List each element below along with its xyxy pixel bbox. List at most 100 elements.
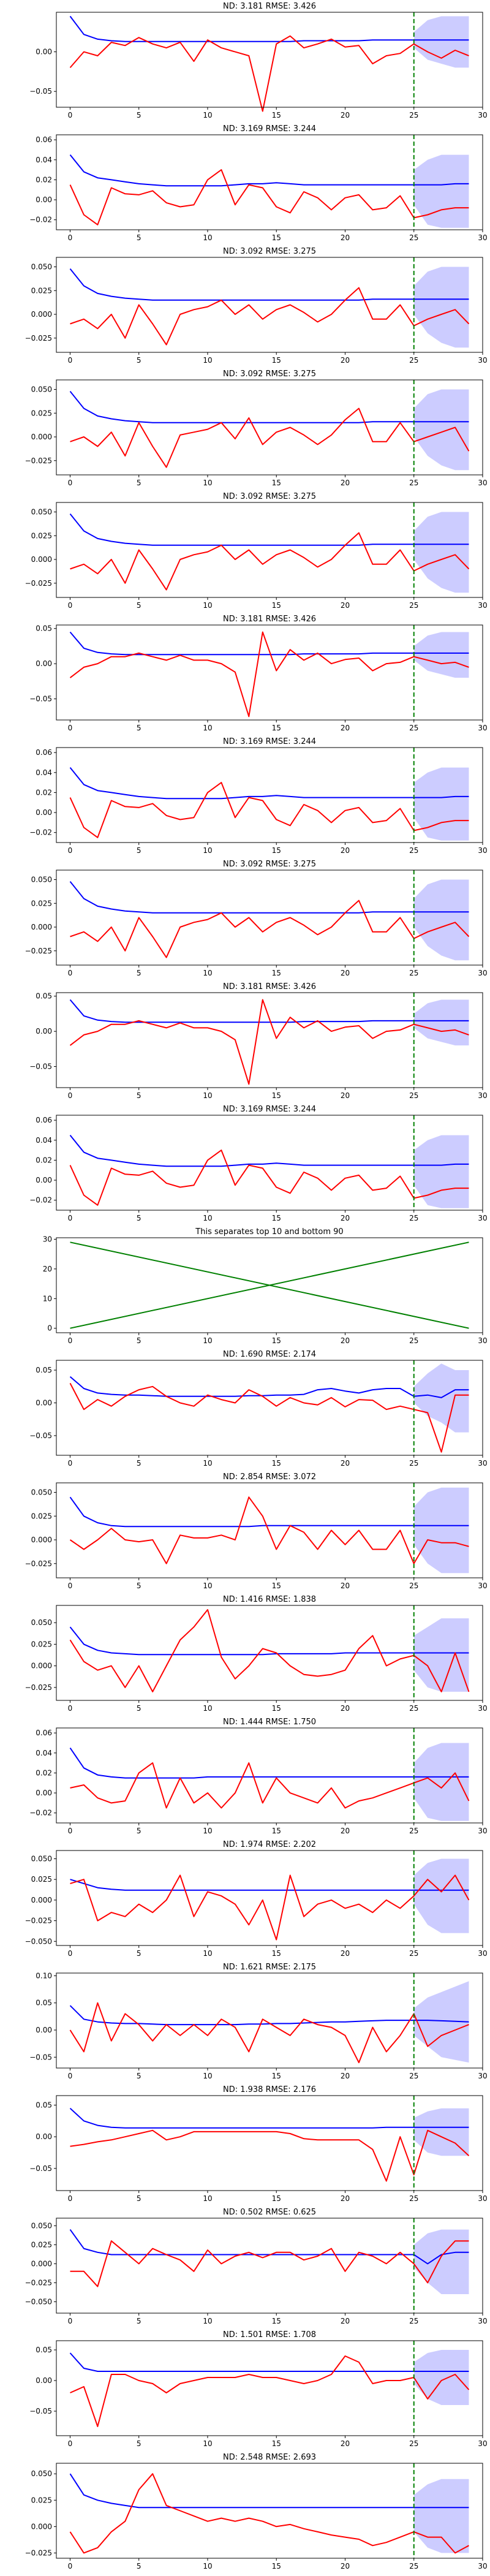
x-tick-label: 30	[478, 2194, 487, 2203]
chart-panel-5: ND: 3.092 RMSE: 3.275 0 5 10 15 20 25 30 −0.025 0…	[25, 492, 488, 610]
x-tick-label: 30	[478, 1582, 487, 1590]
blue-series-line	[69, 767, 469, 800]
x-tick-label: 30	[478, 111, 487, 119]
red-series-line	[70, 2355, 470, 2427]
chart-panel-21: ND: 2.548 RMSE: 2.693 0 5 10 15 20 25 30 −0.025 0…	[25, 2453, 488, 2570]
x-tick-label: 5	[137, 1704, 141, 1713]
x-tick-label: 5	[137, 1949, 141, 1958]
y-tick-label: 0.050	[31, 876, 52, 884]
axes-frame	[56, 502, 483, 598]
x-tick-label: 15	[272, 1704, 281, 1713]
axes-frame	[56, 2340, 483, 2436]
x-tick-label: 5	[137, 2072, 141, 2080]
x-tick-label: 15	[272, 111, 281, 119]
forecast-band	[413, 1858, 469, 1933]
red-series-line	[70, 2240, 469, 2287]
x-tick-label: 20	[341, 1704, 350, 1713]
x-tick-label: 30	[478, 1336, 487, 1345]
y-tick-label: 0.10	[36, 1971, 52, 1980]
y-tick-label: 0.06	[36, 748, 52, 757]
chart-panel-11: This separates top 10 and bottom 90 0 5 10 1…	[43, 1227, 488, 1345]
x-tick-label: 10	[203, 2072, 212, 2080]
y-tick-label: 0.025	[31, 2240, 52, 2249]
chart-panel-2: ND: 3.169 RMSE: 3.244 0 5 10 15 20 25 30 −0.02 0.…	[29, 124, 487, 242]
y-tick-label: 30	[43, 1235, 52, 1243]
x-tick-label: 25	[409, 233, 418, 242]
blue-series-line	[69, 390, 469, 423]
x-tick-label: 30	[478, 846, 487, 855]
axes-frame	[56, 1360, 483, 1456]
x-tick-label: 25	[409, 2439, 418, 2448]
y-tick-label: −0.02	[29, 216, 52, 224]
y-tick-label: 0.06	[36, 135, 52, 144]
x-tick-label: 5	[137, 1214, 141, 1222]
x-tick-label: 20	[341, 1214, 350, 1222]
x-tick-label: 10	[203, 1827, 212, 1835]
axes-frame	[56, 134, 483, 230]
forecast-band	[413, 16, 469, 68]
x-tick-label: 5	[137, 2194, 141, 2203]
axes-frame	[56, 1850, 483, 1946]
axes-frame	[56, 869, 483, 966]
y-tick-label: 0.025	[31, 1640, 52, 1648]
blue-series-line	[69, 513, 469, 546]
chart-title: ND: 2.854 RMSE: 3.072	[223, 1472, 316, 1482]
chart-title: ND: 3.169 RMSE: 3.244	[223, 737, 316, 746]
red-series-line	[69, 169, 469, 225]
x-tick-label: 20	[341, 356, 350, 365]
y-tick-label: 0.025	[31, 1875, 52, 1884]
y-tick-label: 0.05	[36, 992, 52, 1001]
chart-panel-4: ND: 3.092 RMSE: 3.275 0 5 10 15 20 25 30 −0.025 0…	[25, 369, 488, 487]
chart-title: ND: 1.501 RMSE: 1.708	[223, 2330, 316, 2339]
x-tick-label: 30	[478, 1459, 487, 1468]
x-tick-label: 0	[68, 479, 73, 487]
x-tick-label: 10	[203, 1214, 212, 1222]
x-tick-label: 25	[409, 111, 418, 119]
forecast-band	[413, 632, 469, 678]
x-tick-label: 25	[409, 2562, 418, 2570]
x-tick-label: 20	[341, 1459, 350, 1468]
x-tick-label: 30	[478, 479, 487, 487]
axes-frame	[56, 2218, 483, 2314]
red-series-line	[70, 407, 470, 468]
red-series-line	[69, 2002, 469, 2064]
x-tick-label: 0	[68, 111, 73, 119]
y-tick-label: −0.05	[29, 2164, 52, 2173]
chart-panel-10: ND: 3.169 RMSE: 3.244 0 5 10 15 20 25 30 −0.02 0.…	[29, 1105, 487, 1222]
x-tick-label: 0	[68, 233, 73, 242]
x-tick-label: 0	[68, 1336, 73, 1345]
y-tick-label: 0.000	[31, 433, 52, 441]
x-tick-label: 5	[137, 2562, 141, 2570]
y-tick-label: 0.025	[31, 286, 52, 295]
x-tick-label: 25	[409, 1827, 418, 1835]
x-tick-label: 30	[478, 2439, 487, 2448]
red-series-line	[69, 999, 469, 1085]
y-tick-label: 10	[43, 1294, 52, 1303]
y-tick-label: 20	[43, 1265, 52, 1273]
x-tick-label: 15	[272, 2072, 281, 2080]
x-tick-label: 15	[272, 1827, 281, 1835]
x-tick-label: 5	[137, 1336, 141, 1345]
y-tick-label: 0.000	[31, 2522, 52, 2531]
x-tick-label: 30	[478, 2562, 487, 2570]
y-tick-label: 0	[47, 1324, 52, 1333]
y-tick-label: −0.02	[29, 828, 52, 837]
y-tick-label: −0.05	[29, 87, 52, 96]
x-tick-label: 30	[478, 1214, 487, 1222]
x-tick-label: 10	[203, 356, 212, 365]
blue-series-line	[69, 881, 469, 914]
x-tick-label: 0	[68, 356, 73, 365]
x-tick-label: 15	[272, 846, 281, 855]
y-tick-label: 0.025	[31, 899, 52, 907]
x-tick-label: 10	[203, 1459, 212, 1468]
y-tick-label: 0.00	[36, 1027, 52, 1036]
x-tick-label: 30	[478, 2317, 487, 2325]
x-tick-label: 0	[68, 1949, 73, 1958]
axes-frame	[56, 1237, 483, 1333]
y-tick-label: 0.05	[36, 624, 52, 633]
y-tick-label: −0.025	[25, 334, 52, 343]
chart-title: ND: 3.169 RMSE: 3.244	[223, 124, 316, 134]
chart-title: ND: 2.548 RMSE: 2.693	[223, 2453, 316, 2462]
x-tick-label: 10	[203, 111, 212, 119]
y-tick-label: 0.000	[31, 555, 52, 564]
